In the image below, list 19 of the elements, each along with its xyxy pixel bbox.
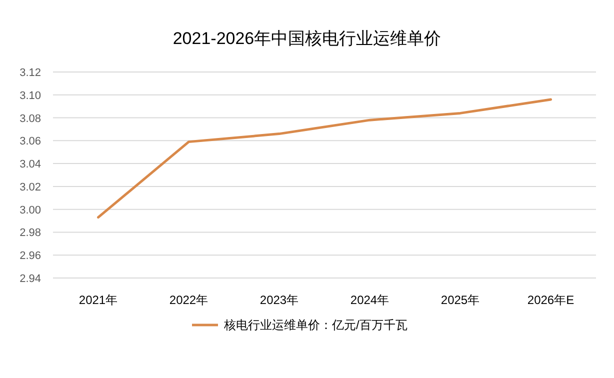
x-tick-label: 2026年E — [527, 293, 574, 307]
y-tick-label: 3.04 — [20, 158, 41, 171]
line-series — [97, 98, 552, 219]
x-tick-label: 2025年 — [440, 293, 480, 307]
x-tick-label: 2022年 — [169, 293, 208, 307]
x-tick-label: 2024年 — [350, 293, 390, 307]
legend-label: 核电行业运维单价：亿元/百万千瓦 — [223, 318, 408, 332]
x-tick-label: 2023年 — [260, 293, 299, 307]
y-tick-label: 2.96 — [20, 250, 41, 262]
y-tick-label: 3.02 — [20, 181, 41, 194]
y-tick-label: 3.08 — [20, 112, 41, 125]
y-tick-label: 3.06 — [20, 136, 41, 148]
y-tick-label: 3.00 — [20, 204, 41, 216]
y-tick-label: 3.12 — [20, 67, 41, 79]
y-tick-label: 2.94 — [20, 273, 41, 285]
chart-title: 2021-2026年中国核电行业运维单价 — [172, 29, 442, 48]
y-tick-label: 3.10 — [20, 90, 41, 102]
y-tick-label: 2.98 — [20, 227, 41, 240]
x-tick-label: 2021年 — [78, 293, 118, 307]
